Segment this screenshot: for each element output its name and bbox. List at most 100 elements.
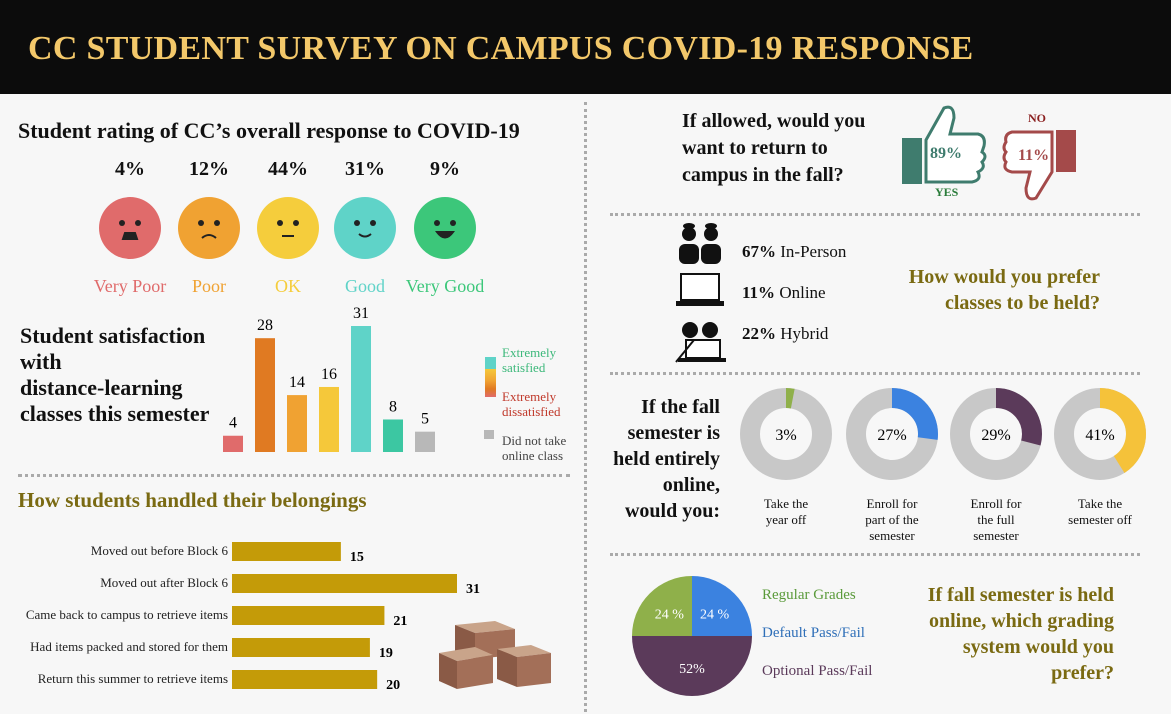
- pie-slice: [632, 576, 692, 636]
- grading-q-line: If fall semester is held: [927, 584, 1114, 606]
- classes-question: How would you prefer classes to be held?: [860, 264, 1100, 316]
- online-q-line: If the fall: [641, 396, 720, 418]
- donut-label-line: semester: [973, 528, 1019, 543]
- satisfaction-bar: [255, 338, 275, 452]
- right-divider-3: [610, 553, 1140, 556]
- belongings-bar-value: 15: [350, 550, 364, 565]
- donut-percent: 27%: [877, 427, 906, 444]
- donut-label: Enroll for the full semester: [941, 496, 1051, 544]
- right-divider-1: [610, 213, 1140, 216]
- class-pct: 22%: [742, 324, 776, 343]
- laptop-icon: [676, 273, 724, 306]
- belongings-bar: [232, 606, 385, 625]
- satisfaction-line: distance-learning: [20, 375, 183, 400]
- pie-slice-label: 24 %: [700, 607, 730, 622]
- donut-chart: 3%: [740, 388, 832, 480]
- satisfaction-bar: [223, 435, 243, 452]
- belongings-bar: [232, 670, 378, 689]
- satisfaction-bar-label: 14: [289, 374, 305, 391]
- satisfaction-line: with: [20, 349, 62, 374]
- pie-slice: [692, 576, 752, 636]
- belongings-category-label: Moved out before Block 6: [91, 543, 229, 558]
- donut-arc: [846, 388, 938, 480]
- classes-q-line: classes to be held?: [945, 292, 1100, 314]
- donut-label-line: year off: [765, 512, 807, 527]
- rating-label: Very Poor: [93, 276, 167, 296]
- satisfaction-bar: [319, 386, 339, 452]
- vertical-divider: [584, 102, 587, 712]
- belongings-category-label: Came back to campus to retrieve items: [26, 607, 228, 622]
- satisfaction-bar: [351, 326, 371, 452]
- yes-percent: 89%: [930, 145, 962, 162]
- pie-slice-label: 52%: [679, 662, 705, 677]
- right-divider-2: [610, 372, 1140, 375]
- grading-pie-chart: 24 % 24 % 52%: [632, 576, 752, 696]
- satisfaction-bar: [383, 419, 403, 452]
- satisfaction-bar-label: 5: [421, 411, 429, 428]
- rating-face-icon: [414, 197, 476, 259]
- satisfaction-line: classes this semester: [20, 401, 210, 426]
- legend-dissatisfied: Extremely dissatisfied: [502, 389, 561, 419]
- rating-percent: 44%: [268, 158, 308, 180]
- no-label: NO: [1028, 111, 1046, 125]
- rating-percent: 4%: [115, 158, 145, 180]
- belongings-category-label: Return this summer to retrieve items: [38, 671, 228, 686]
- grading-q-line: online, which grading: [928, 610, 1114, 632]
- return-question: If allowed, would you want to return to …: [682, 108, 865, 189]
- donut-arc: [950, 388, 1042, 480]
- rating-face-icon: [99, 197, 161, 259]
- donut-label-line: the full: [977, 512, 1015, 527]
- return-line: want to return to: [682, 137, 828, 159]
- class-row-hybrid: 22% Hybrid: [742, 324, 828, 344]
- belongings-bar-value: 21: [393, 614, 407, 629]
- grading-legend-regular: Regular Grades: [762, 587, 856, 603]
- donut-label-line: Enroll for: [970, 496, 1022, 511]
- rating-percent: 12%: [189, 158, 229, 180]
- online-q-line: held entirely: [613, 448, 720, 470]
- return-line: If allowed, would you: [682, 110, 866, 132]
- belongings-bar-value: 31: [466, 582, 480, 597]
- satisfaction-bar: [415, 431, 435, 452]
- donut-label: Take the year off: [731, 496, 841, 528]
- satisfaction-line: Student satisfaction: [20, 323, 206, 348]
- satisfaction-bar-label: 31: [353, 305, 369, 322]
- hybrid-icon: [675, 322, 726, 363]
- belongings-heading: How students handled their belongings: [18, 488, 367, 512]
- rating-face-icon: [257, 197, 319, 259]
- grading-legend-default: Default Pass/Fail: [762, 625, 865, 641]
- donut-arc: [740, 388, 832, 480]
- satisfaction-bar: [287, 395, 307, 452]
- thumbs-down-icon: [1002, 130, 1076, 201]
- donut-chart: 29%: [950, 388, 1042, 480]
- class-pct: 67%: [742, 242, 776, 261]
- online-q-line: would you:: [624, 500, 720, 522]
- rating-label: Good: [345, 276, 385, 296]
- satisfaction-bar-chart: 4 28 14 16 31 8 5: [223, 305, 435, 452]
- grading-question: If fall semester is held online, which g…: [880, 582, 1114, 686]
- no-percent: 11%: [1018, 147, 1050, 164]
- donut-label-line: Take the: [763, 496, 809, 511]
- left-divider: [18, 474, 570, 477]
- grading-q-line: system would you: [962, 636, 1114, 658]
- donut-percent: 3%: [775, 427, 796, 444]
- satisfaction-bar-label: 8: [389, 398, 397, 415]
- class-pct: 11%: [742, 283, 776, 302]
- belongings-bar-value: 20: [386, 678, 400, 690]
- page-title: CC STUDENT SURVEY ON CAMPUS COVID-19 RES…: [28, 30, 974, 67]
- online-q-line: online,: [662, 474, 720, 496]
- rating-percent: 9%: [430, 158, 460, 180]
- belongings-bar: [232, 574, 457, 593]
- class-label: In-Person: [780, 242, 847, 261]
- donut-label-line: semester: [869, 528, 915, 543]
- donut-label-line: semester off: [1068, 512, 1132, 527]
- satisfaction-bar-label: 4: [229, 415, 237, 432]
- thumbs-up-icon: [902, 105, 987, 184]
- belongings-bar-chart: Moved out before Block 6 15 Moved out afte…: [26, 542, 480, 690]
- donut-label: Enroll for part of the semester: [837, 496, 947, 544]
- belongings-bar: [232, 542, 341, 561]
- pie-slice: [632, 636, 752, 696]
- donut-label-line: Take the: [1077, 496, 1123, 511]
- legend-satisfied: Extremely satisfied: [502, 345, 557, 375]
- return-line: campus in the fall?: [682, 164, 844, 186]
